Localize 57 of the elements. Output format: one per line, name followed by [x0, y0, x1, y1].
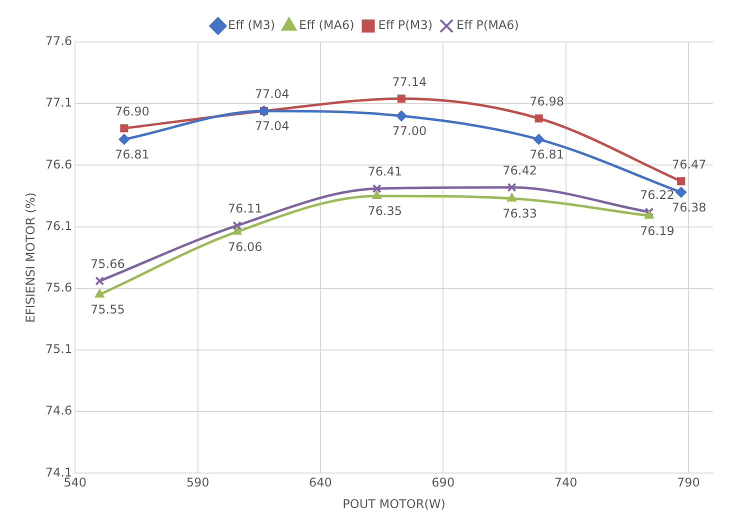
point: [95, 276, 104, 286]
point: [676, 186, 687, 198]
point: [372, 190, 382, 199]
x-tick-label: 540: [64, 476, 87, 490]
data-label: 77.14: [392, 74, 427, 89]
point: [644, 207, 654, 217]
data-label: 76.41: [368, 164, 402, 179]
data-label: 76.19: [640, 224, 674, 238]
point: [120, 124, 128, 132]
data-label: 76.35: [368, 204, 402, 218]
point: [533, 134, 544, 145]
legend-label: Eff P(M3): [378, 18, 433, 32]
data-label: 76.42: [502, 164, 537, 178]
y-tick-label: 75.6: [45, 280, 72, 295]
data-label: 76.81: [530, 147, 564, 162]
y-tick-label: 77.1: [45, 96, 72, 110]
x-axis-title: POUT MOTOR(W): [342, 496, 446, 511]
data-label: 75.55: [90, 302, 125, 317]
data-label: 76.33: [502, 206, 537, 221]
point: [118, 134, 130, 145]
legend-label: Eff (MA6): [299, 18, 354, 32]
y-tick-label: 76.6: [45, 157, 72, 172]
point: [677, 177, 686, 186]
x-tick-label: 590: [186, 476, 210, 490]
point: [396, 110, 407, 122]
data-label: 76.22: [640, 188, 674, 202]
data-label: 77.04: [254, 119, 290, 134]
data-label: 75.66: [90, 257, 125, 272]
point: [507, 182, 516, 192]
y-axis-title: EFISIENSI MOTOR (%): [23, 192, 38, 323]
point: [232, 226, 242, 235]
y-tick-label: 74.6: [45, 404, 72, 418]
legend-label: Eff P(MA6): [456, 18, 519, 32]
data-label: 77.00: [392, 124, 427, 138]
legend-label: Eff (M3): [228, 18, 276, 32]
point: [372, 184, 382, 194]
data-label: 76.47: [672, 157, 706, 172]
point: [94, 289, 104, 298]
data-label: 76.06: [228, 240, 262, 254]
data-label: 76.81: [115, 147, 150, 162]
data-label: 76.98: [530, 94, 564, 109]
x-tick-label: 640: [309, 476, 332, 490]
point: [397, 94, 406, 103]
data-label: 77.04: [254, 87, 290, 102]
y-tick-label: 75.1: [45, 342, 72, 356]
point: [534, 114, 543, 122]
point: [644, 210, 654, 219]
data-label: 76.11: [228, 202, 262, 216]
y-tick-label: 76.1: [45, 218, 72, 233]
x-tick-label: 740: [554, 476, 578, 490]
point: [232, 221, 242, 230]
x-tick-label: 790: [677, 476, 700, 490]
data-label: 76.38: [672, 200, 706, 214]
data-label: 76.90: [115, 104, 150, 118]
point: [506, 192, 517, 202]
x-tick-label: 690: [432, 476, 455, 490]
y-tick-label: 77.6: [45, 34, 72, 48]
